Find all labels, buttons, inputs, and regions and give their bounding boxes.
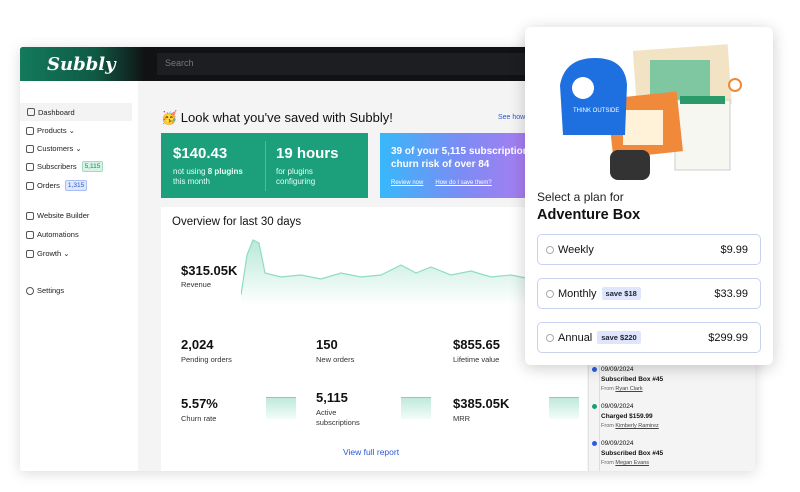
sidebar-item-label: Website Builder <box>37 211 90 220</box>
sidebar-item-growth[interactable]: Growth ⌄ <box>26 249 70 258</box>
sidebar-item-products[interactable]: Products ⌄ <box>26 126 75 135</box>
savings-title: 🥳 Look what you've saved with Subbly! <box>161 110 393 125</box>
revenue-area <box>241 240 591 305</box>
grid-icon <box>27 108 35 116</box>
monitor-icon <box>26 211 34 220</box>
save-badge: save $18 <box>601 287 641 300</box>
count-badge: 1,315 <box>64 180 88 191</box>
users-icon <box>26 144 34 153</box>
sidebar-item-label: Dashboard <box>38 107 75 117</box>
sidebar-item-settings[interactable]: Settings <box>26 286 64 295</box>
sidebar-item-website-builder[interactable]: Website Builder <box>26 211 89 220</box>
revenue-line <box>241 239 591 296</box>
status-dot <box>592 404 597 409</box>
radio-icon <box>546 333 554 342</box>
metric-label: Active subscriptions <box>316 408 360 427</box>
sidebar-item-subscribers[interactable]: Subscribers 5,115 <box>26 161 104 172</box>
sidebar-item-label: Customers ⌄ <box>37 144 82 153</box>
sidebar-item-orders[interactable]: Orders 1,315 <box>26 180 88 191</box>
bolt-icon <box>26 230 34 239</box>
sparkline <box>549 397 579 419</box>
product-name: Adventure Box <box>537 207 641 223</box>
revenue-label: Revenue <box>181 280 212 289</box>
metric-label: Pending orders <box>181 355 232 364</box>
plan-option-monthly[interactable]: Monthly save $18 $33.99 <box>537 278 761 309</box>
customer-link[interactable]: Megan Evans <box>615 460 650 466</box>
save-badge: save $220 <box>597 331 641 344</box>
review-now-link[interactable]: Review now <box>391 180 424 186</box>
metric-label: MRR <box>453 414 471 423</box>
revenue-chart <box>241 239 591 305</box>
radio-icon <box>546 289 554 298</box>
sidebar-item-customers[interactable]: Customers ⌄ <box>26 144 82 153</box>
metric-label: New orders <box>316 355 355 364</box>
plan-option-annual[interactable]: Annual save $220 $299.99 <box>537 322 761 353</box>
status-dot <box>592 367 597 372</box>
metric-value: 5.57% <box>181 396 218 411</box>
customer-link[interactable]: Ryan Clark <box>615 386 643 392</box>
chart-icon <box>26 249 34 258</box>
product-image: THINK OUTSIDE <box>560 44 742 180</box>
refresh-icon <box>26 162 34 171</box>
box-icon <box>26 126 34 135</box>
overview-title: Overview for last 30 days <box>172 216 302 228</box>
metric-label: Churn rate <box>181 414 217 423</box>
how-save-link[interactable]: How do I save them? <box>435 180 492 186</box>
count-badge: 5,115 <box>81 161 104 172</box>
plan-option-weekly[interactable]: Weekly $9.99 <box>537 234 761 265</box>
metric-value: 2,024 <box>181 337 214 352</box>
metric-value: 150 <box>316 337 338 352</box>
sidebar-item-label: Subscribers <box>37 162 77 171</box>
metric-value: $855.65 <box>453 337 500 352</box>
sidebar-item-dashboard[interactable]: Dashboard <box>20 103 132 121</box>
hours-saved: 19 hours <box>276 145 339 162</box>
timeline-event: 09/09/2024 Charged $159.99 From Kimberly R… <box>592 402 659 432</box>
metric-value: 5,115 <box>316 390 348 405</box>
money-saved-label: not using 8 plugins this month <box>173 167 243 186</box>
revenue-value: $315.05K <box>181 263 238 278</box>
overview-panel: Overview for last 30 days $315.05K Reven… <box>161 207 591 471</box>
metric-value: $385.05K <box>453 396 510 411</box>
sidebar-item-automations[interactable]: Automations <box>26 230 79 239</box>
metric-label: Lifetime value <box>453 355 500 364</box>
status-dot <box>592 441 597 446</box>
sidebar-item-label: Growth ⌄ <box>37 249 70 258</box>
see-how-link[interactable]: See how <box>498 114 526 121</box>
timeline-event: 09/09/2024 Subscribed Box #45 From Megan E… <box>592 439 663 469</box>
gear-icon <box>26 286 34 295</box>
sidebar: Dashboard Products ⌄ Customers ⌄ Subscri… <box>20 81 138 471</box>
sidebar-item-label: Settings <box>37 286 65 295</box>
sparkline <box>266 397 296 419</box>
savings-card: $140.43 not using 8 plugins this month 19… <box>161 133 368 198</box>
hours-saved-label: for plugins configuring <box>276 167 316 186</box>
activity-timeline: 09/09/2024 Subscribed Box #45 From Ryan Cl… <box>588 365 755 471</box>
sidebar-item-label: Orders <box>37 181 60 190</box>
plan-selector-card: THINK OUTSIDE Select a plan for Adventur… <box>525 27 773 365</box>
money-saved: $140.43 <box>173 145 228 162</box>
timeline-event: 09/09/2024 Subscribed Box #45 From Ryan Cl… <box>592 365 663 395</box>
sidebar-item-label: Products ⌄ <box>37 126 75 135</box>
sparkline <box>401 397 431 419</box>
sidebar-item-label: Automations <box>37 230 79 239</box>
logo: Subbly <box>20 47 145 81</box>
bag-icon <box>26 181 34 190</box>
radio-icon <box>546 245 554 254</box>
churn-text: 39 of your 5,115 subscriptions have a ch… <box>391 146 569 170</box>
customer-link[interactable]: Kimberly Ramirez <box>615 423 659 429</box>
churn-alert-card: 39 of your 5,115 subscriptions have a ch… <box>380 133 568 198</box>
select-plan-label: Select a plan for <box>537 190 624 204</box>
view-full-report-link[interactable]: View full report <box>343 447 400 457</box>
svg-text:THINK OUTSIDE: THINK OUTSIDE <box>573 108 619 114</box>
divider <box>265 141 266 191</box>
